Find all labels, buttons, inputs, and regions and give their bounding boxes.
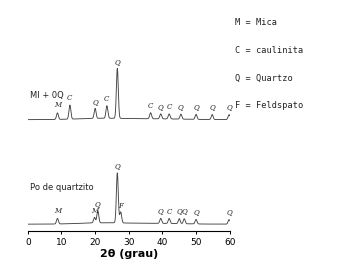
Text: Q: Q (178, 103, 184, 111)
X-axis label: 2θ (grau): 2θ (grau) (100, 250, 158, 260)
Text: Q: Q (95, 200, 101, 209)
Text: Po de quartzito: Po de quartzito (30, 183, 93, 192)
Text: C: C (148, 102, 153, 110)
Text: Q: Q (114, 163, 120, 170)
Text: Q: Q (114, 58, 120, 66)
Text: Q: Q (193, 208, 199, 216)
Text: Q: Q (226, 208, 232, 216)
Text: C: C (166, 103, 172, 111)
Text: C: C (166, 208, 172, 216)
Text: M: M (54, 207, 61, 215)
Text: C: C (104, 95, 110, 103)
Text: M = Mica: M = Mica (235, 18, 277, 27)
Text: Q: Q (226, 103, 232, 111)
Text: F: F (118, 201, 123, 210)
Text: Q: Q (158, 103, 164, 111)
Text: Q: Q (209, 103, 215, 111)
Text: Q: Q (158, 208, 164, 216)
Text: M: M (91, 207, 98, 215)
Text: F = Feldspato: F = Feldspato (235, 101, 303, 110)
Text: Q: Q (193, 103, 199, 111)
Text: MI + 0Q: MI + 0Q (30, 91, 63, 100)
Text: M: M (54, 102, 61, 109)
Text: C: C (67, 94, 73, 102)
Text: C = caulinita: C = caulinita (235, 46, 303, 55)
Text: Q: Q (181, 208, 187, 216)
Text: Q: Q (92, 98, 98, 106)
Text: Q: Q (176, 208, 182, 216)
Text: Q = Quartzo: Q = Quartzo (235, 74, 293, 83)
